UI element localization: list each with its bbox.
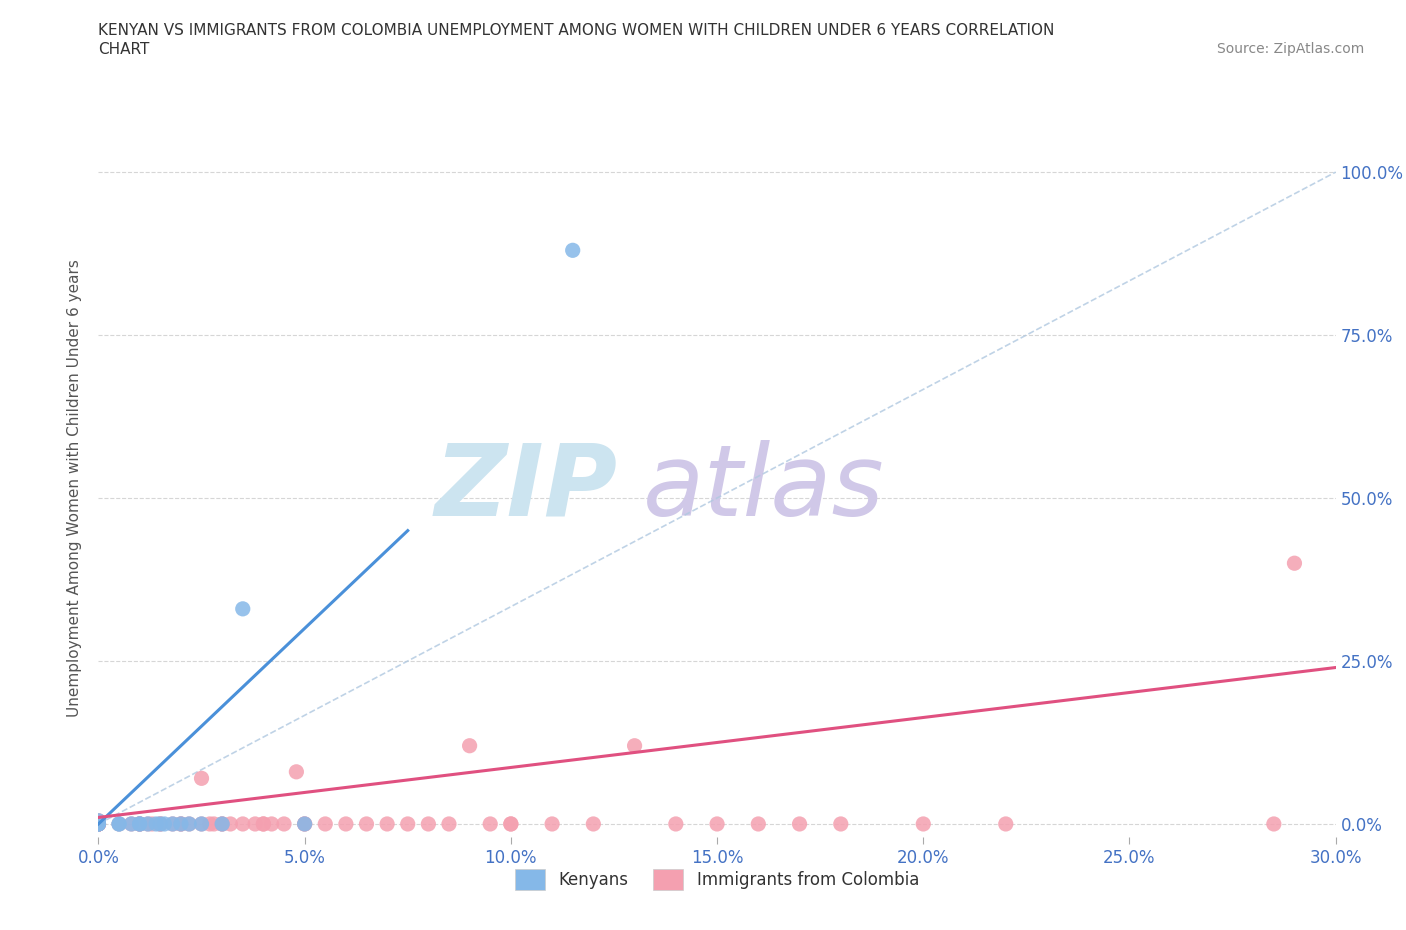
Text: Source: ZipAtlas.com: Source: ZipAtlas.com [1216,42,1364,56]
Point [87,817,110,831]
Point [499,817,522,831]
Point [190,817,212,831]
Point [128,817,150,831]
Point [149,817,172,831]
Point [87,817,110,831]
Point [335,817,357,831]
Point [141,817,163,831]
Point [149,817,172,831]
Point [87,813,110,828]
Y-axis label: Unemployment Among Women with Children Under 6 years: Unemployment Among Women with Children U… [67,259,83,717]
Point [211,817,233,831]
Point [252,817,274,831]
Point [162,817,184,831]
Point [128,817,150,831]
Point [108,817,131,831]
Point [87,817,110,831]
Point [356,817,378,831]
Point [1284,556,1306,571]
Point [162,817,184,831]
Point [252,817,274,831]
Point [561,243,583,258]
Point [87,817,110,831]
Point [396,817,419,831]
Point [437,817,460,831]
Point [87,817,110,831]
Point [830,817,852,831]
Point [294,817,316,831]
Point [582,817,605,831]
Point [87,817,110,831]
Point [294,817,316,831]
Point [912,817,935,831]
Point [665,817,688,831]
Point [108,817,131,831]
Point [149,817,172,831]
Point [108,817,131,831]
Point [479,817,502,831]
Point [458,738,481,753]
Point [179,817,201,831]
Point [128,817,150,831]
Point [190,817,212,831]
Point [87,817,110,831]
Text: KENYAN VS IMMIGRANTS FROM COLOMBIA UNEMPLOYMENT AMONG WOMEN WITH CHILDREN UNDER : KENYAN VS IMMIGRANTS FROM COLOMBIA UNEMP… [98,23,1054,38]
Point [747,817,769,831]
Point [294,817,316,831]
Point [202,817,225,831]
Point [623,738,645,753]
Point [87,817,110,831]
Point [789,817,811,831]
Point [179,817,201,831]
Point [120,817,142,831]
Point [170,817,193,831]
Point [170,817,193,831]
Point [211,817,233,831]
Point [87,817,110,831]
Point [706,817,728,831]
Point [128,817,150,831]
Point [232,817,254,831]
Point [232,602,254,617]
Point [541,817,564,831]
Legend: Kenyans, Immigrants from Colombia: Kenyans, Immigrants from Colombia [506,860,928,898]
Point [219,817,242,831]
Point [190,771,212,786]
Point [136,817,159,831]
Point [314,817,336,831]
Point [375,817,398,831]
Text: CHART: CHART [98,42,150,57]
Text: ZIP: ZIP [434,440,619,537]
Point [170,817,193,831]
Point [120,817,142,831]
Point [136,817,159,831]
Point [418,817,440,831]
Point [994,817,1017,831]
Point [260,817,283,831]
Point [153,817,176,831]
Point [499,817,522,831]
Point [87,817,110,831]
Point [211,817,233,831]
Point [87,817,110,831]
Text: atlas: atlas [643,440,884,537]
Point [273,817,295,831]
Point [128,817,150,831]
Point [285,764,308,779]
Point [1263,817,1285,831]
Point [87,813,110,828]
Point [145,817,167,831]
Point [198,817,221,831]
Point [87,817,110,831]
Point [243,817,266,831]
Point [87,817,110,831]
